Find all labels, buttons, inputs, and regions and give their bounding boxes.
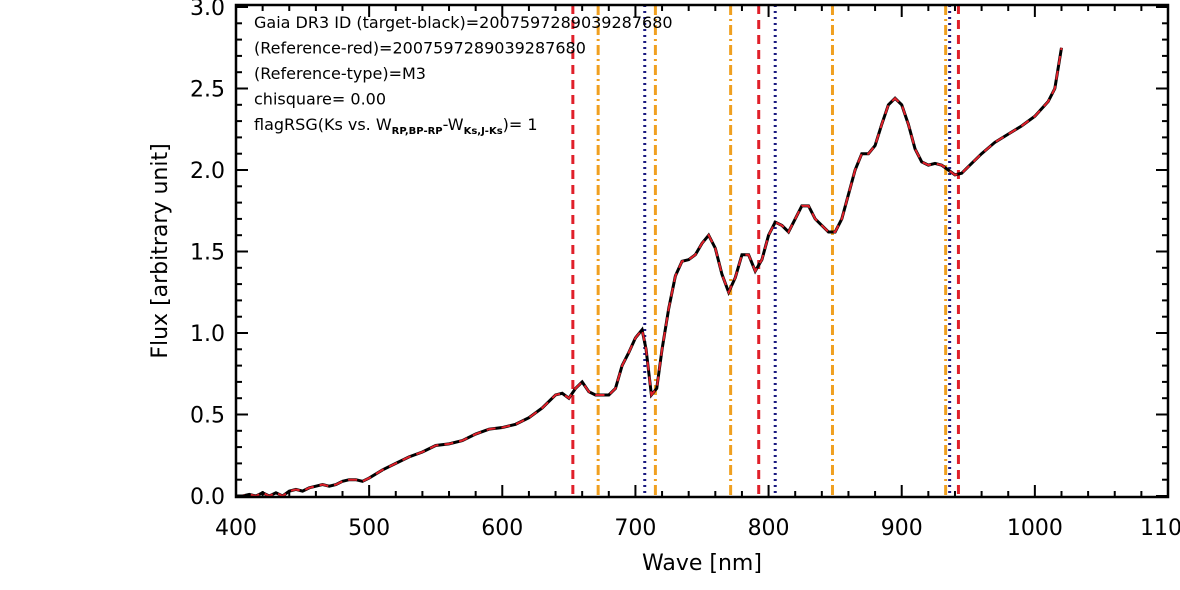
- annotation-subscript: Ks,J-Ks: [464, 126, 503, 137]
- x-tick-label: 900: [881, 516, 923, 541]
- annotation: chisquare= 0.00: [254, 90, 386, 109]
- y-tick-label: 1.0: [190, 322, 225, 347]
- y-tick-label: 2.5: [190, 78, 225, 103]
- plot-area: [236, 5, 1063, 497]
- x-tick-label: 700: [614, 516, 656, 541]
- y-tick-label: 2.0: [190, 159, 225, 184]
- x-tick-label: 500: [348, 516, 390, 541]
- annotation: (Reference-type)=M3: [254, 64, 426, 83]
- y-tick-label: 0.5: [190, 404, 225, 429]
- annotation: flagRSG(Ks vs. WRP,BP-RP-WKs,J-Ks)= 1: [254, 115, 538, 137]
- x-tick-label: 1000: [1007, 516, 1063, 541]
- annotation-part: )= 1: [503, 115, 538, 134]
- y-tick-label: 1.5: [190, 241, 225, 266]
- annotation: (Reference-red)=2007597289039287680: [254, 39, 586, 58]
- x-axis-label: Wave [nm]: [642, 551, 762, 576]
- x-tick-label: 800: [748, 516, 790, 541]
- annotation-part: -W: [443, 115, 464, 134]
- x-tick-label: 600: [481, 516, 523, 541]
- annotation-part: flagRSG(Ks vs. W: [254, 115, 392, 134]
- y-tick-label: 0.0: [190, 485, 225, 510]
- annotation-subscript: RP,BP-RP: [392, 126, 443, 137]
- y-tick-label: 3.0: [190, 0, 225, 21]
- x-tick-label: 400: [215, 516, 257, 541]
- y-axis-label: Flux [arbitrary unit]: [148, 143, 173, 358]
- series-line: [236, 47, 1063, 497]
- annotation: Gaia DR3 ID (target-black)=2007597289039…: [254, 13, 673, 32]
